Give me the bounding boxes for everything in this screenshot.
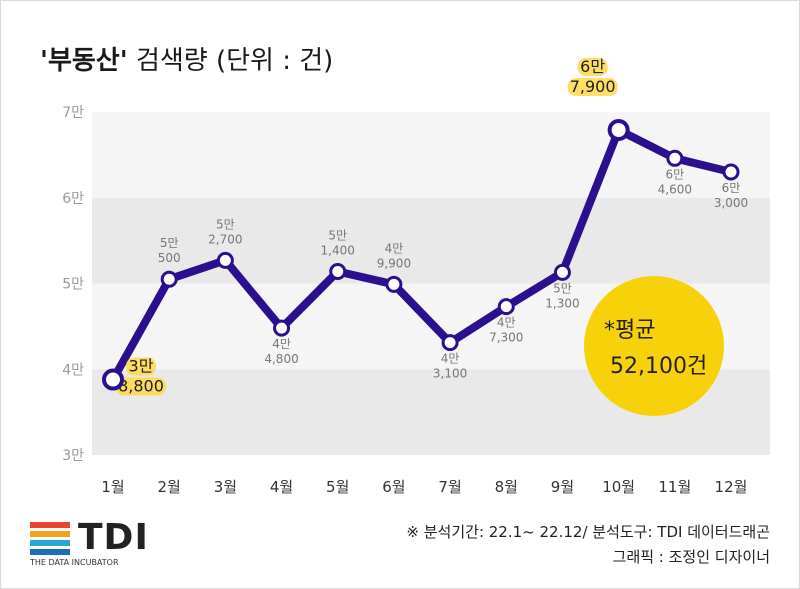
x-tick-label: 2월 xyxy=(158,478,181,496)
data-point xyxy=(273,319,291,337)
point-label-unit: 3만 xyxy=(129,357,154,376)
data-point xyxy=(497,298,515,316)
x-tick-label: 10월 xyxy=(602,478,635,496)
tdi-logo: TDI THE DATA INCUBATOR xyxy=(30,518,170,568)
point-label-value: 9,900 xyxy=(377,256,411,270)
highlight-bg xyxy=(577,58,608,77)
point-label-unit: 6만 xyxy=(722,181,741,195)
x-tick-label: 11월 xyxy=(658,478,691,496)
logo-text: TDI xyxy=(78,517,149,558)
x-tick-label: 7월 xyxy=(438,478,461,496)
highlight-label: 6만7,900 xyxy=(567,57,618,97)
data-point xyxy=(666,149,684,167)
y-tick-label: 4만 xyxy=(62,362,84,378)
logo-subtitle: THE DATA INCUBATOR xyxy=(30,558,119,567)
data-point xyxy=(329,262,347,280)
point-label-value: 4,600 xyxy=(658,182,692,196)
y-axis-ticks: 3만 4만 5만 6만 7만 xyxy=(62,105,84,464)
highlight-bg xyxy=(567,78,618,97)
point-label-unit: 6만 xyxy=(665,167,684,181)
grid-band xyxy=(92,112,770,198)
source-line-1: ※ 분석기간: 22.1~ 22.12/ 분석도구: TDI 데이터드래곤 xyxy=(406,523,770,541)
data-point xyxy=(216,251,234,269)
x-tick-label: 9월 xyxy=(551,478,574,496)
average-value: 52,100건 xyxy=(610,354,707,379)
point-label-unit: 4만 xyxy=(497,316,516,330)
point-label-unit: 4만 xyxy=(441,352,460,366)
x-tick-label: 4월 xyxy=(270,478,293,496)
point-label-unit: 5만 xyxy=(328,228,347,242)
x-tick-label: 5월 xyxy=(326,478,349,496)
point-label-value: 8,800 xyxy=(118,377,164,396)
x-axis-ticks: 1월 2월 3월 4월 5월 6월 7월 8월 9월 10월 11월 12월 xyxy=(101,478,747,496)
title-rest: 검색량 (단위 : 건) xyxy=(127,46,334,76)
average-circle-group: *평균 52,100건 xyxy=(584,276,724,416)
point-label-value: 1,300 xyxy=(545,296,579,310)
point-label-value: 7,900 xyxy=(570,77,616,96)
point-label-value: 1,400 xyxy=(321,243,355,257)
point-label-unit: 5만 xyxy=(160,236,179,250)
y-tick-label: 7만 xyxy=(62,105,84,121)
data-point xyxy=(553,263,571,281)
data-points xyxy=(102,119,740,391)
x-tick-label: 1월 xyxy=(101,478,124,496)
x-tick-label: 8월 xyxy=(495,478,518,496)
chart-title: '부동산' 검색량 (단위 : 건) xyxy=(40,40,333,77)
highlight-bg xyxy=(116,377,166,396)
data-point xyxy=(607,119,630,142)
x-tick-label: 6월 xyxy=(382,478,405,496)
data-point xyxy=(102,368,124,391)
y-tick-label: 5만 xyxy=(62,277,84,293)
title-keyword: '부동산' xyxy=(40,46,128,76)
highlight-bg xyxy=(126,357,156,376)
source-note: ※ 분석기간: 22.1~ 22.12/ 분석도구: TDI 데이터드래곤 그래… xyxy=(406,520,770,570)
point-label-value: 3,100 xyxy=(433,367,467,381)
point-label-value: 500 xyxy=(158,251,181,265)
point-label-unit: 4만 xyxy=(385,241,404,255)
data-point xyxy=(441,334,459,352)
x-tick-label: 3월 xyxy=(214,478,237,496)
average-circle xyxy=(584,276,724,416)
data-point xyxy=(722,163,740,181)
point-label-unit: 4만 xyxy=(272,337,291,351)
y-tick-label: 3만 xyxy=(62,448,84,464)
point-label-unit: 5만 xyxy=(216,217,235,231)
point-label-unit: 6만 xyxy=(580,57,605,76)
point-label-value: 2,700 xyxy=(208,232,242,246)
point-label-unit: 5만 xyxy=(553,281,572,295)
y-tick-label: 6만 xyxy=(62,191,84,207)
data-point xyxy=(160,270,178,288)
average-label: *평균 xyxy=(604,318,655,343)
point-label-value: 4,800 xyxy=(264,352,298,366)
data-point xyxy=(385,275,403,293)
x-tick-label: 12월 xyxy=(715,478,748,496)
point-label-value: 7,300 xyxy=(489,331,523,345)
point-label-value: 3,000 xyxy=(714,196,748,210)
highlight-label: 3만8,800 xyxy=(116,357,166,396)
source-line-2: 그래픽 : 조정인 디자이너 xyxy=(612,548,770,566)
